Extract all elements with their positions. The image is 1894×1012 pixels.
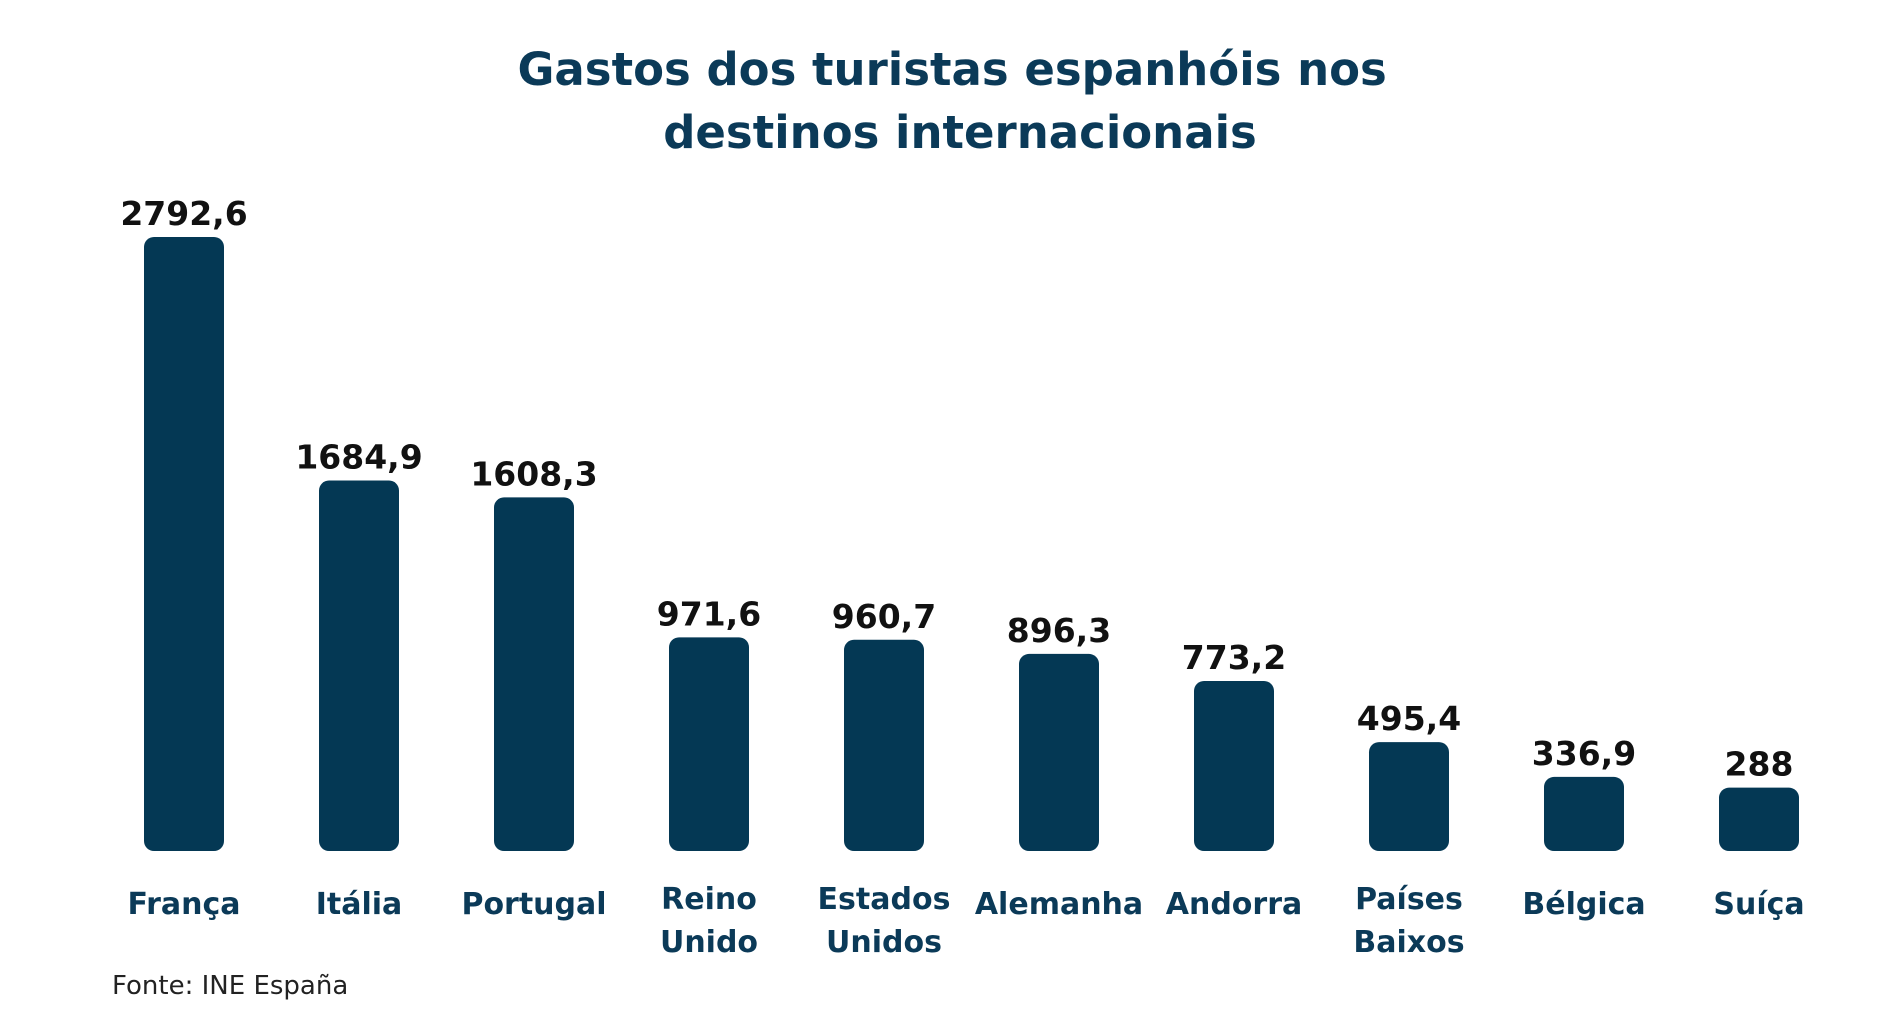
category-label-7: Países Baixos: [1353, 882, 1464, 960]
category-label-1: Itália: [316, 887, 403, 922]
category-label-2: Portugal: [461, 887, 606, 922]
category-label-3-line-1: Unido: [660, 925, 758, 960]
bar-6: [1194, 680, 1274, 851]
category-label-4-line-1: Unidos: [826, 925, 942, 960]
bar-1: [319, 480, 399, 851]
bar-4: [844, 639, 924, 851]
bar-2: [494, 497, 574, 851]
bars-group: [144, 237, 1799, 851]
bar-0: [144, 237, 224, 851]
category-label-1-line-0: Itália: [316, 887, 403, 922]
category-label-4: Estados Unidos: [818, 882, 951, 960]
value-labels-group: 2792,6 1684,9 1608,3 971,6 960,7 896,3 773,2 49…: [120, 194, 1793, 784]
value-label-8: 336,9: [1532, 734, 1636, 773]
category-label-8-line-0: Bélgica: [1522, 887, 1645, 922]
source-note: Fonte: INE España: [112, 971, 348, 1001]
chart-title-line-1: Gastos dos turistas espanhóis nos: [518, 43, 1387, 96]
bar-8: [1544, 776, 1624, 851]
category-label-9-line-0: Suíça: [1713, 887, 1804, 922]
chart-title: Gastos dos turistas espanhóis nos destin…: [518, 43, 1403, 159]
category-label-7-line-1: Baixos: [1353, 925, 1464, 960]
category-label-0: França: [128, 887, 241, 922]
category-label-0-line-0: França: [128, 887, 241, 922]
category-label-7-line-0: Países: [1355, 882, 1463, 917]
value-label-2: 1608,3: [470, 454, 597, 493]
value-label-5: 896,3: [1007, 611, 1111, 650]
value-label-6: 773,2: [1182, 638, 1286, 677]
value-label-7: 495,4: [1357, 699, 1461, 738]
bar-5: [1019, 653, 1099, 851]
category-label-6-line-0: Andorra: [1166, 887, 1303, 922]
value-label-9: 288: [1725, 745, 1794, 784]
value-label-4: 960,7: [832, 597, 936, 636]
category-label-5: Alemanha: [975, 887, 1143, 922]
category-label-3: Reino Unido: [660, 882, 758, 960]
category-labels-group: França Itália Portugal Reino Unido Estados Uni…: [128, 882, 1805, 960]
category-label-3-line-0: Reino: [661, 882, 757, 917]
bar-9: [1719, 787, 1799, 851]
category-label-9: Suíça: [1713, 887, 1804, 922]
value-label-3: 971,6: [657, 594, 761, 633]
category-label-4-line-0: Estados: [818, 882, 951, 917]
value-label-0: 2792,6: [120, 194, 247, 233]
category-label-2-line-0: Portugal: [461, 887, 606, 922]
bar-3: [669, 637, 749, 851]
category-label-6: Andorra: [1166, 887, 1303, 922]
value-label-1: 1684,9: [295, 438, 422, 477]
bar-7: [1369, 742, 1449, 851]
chart-title-line-2: destinos internacionais: [663, 106, 1257, 159]
category-label-5-line-0: Alemanha: [975, 887, 1143, 922]
category-label-8: Bélgica: [1522, 887, 1645, 922]
